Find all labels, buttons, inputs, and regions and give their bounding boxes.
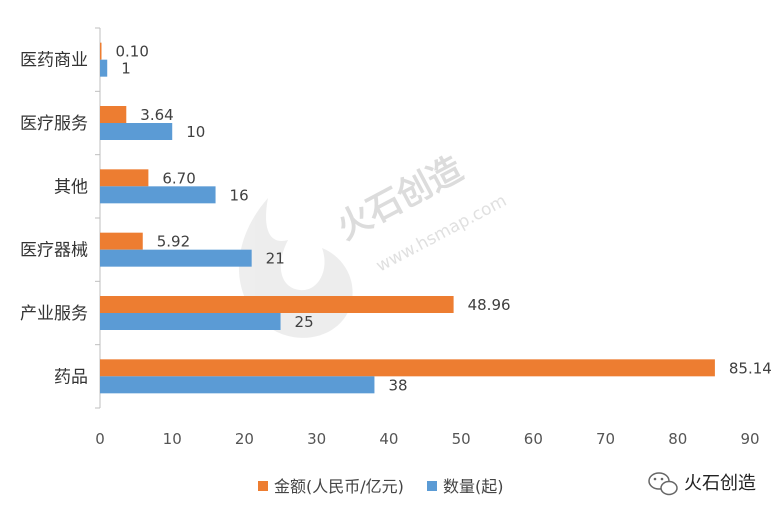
x-tick-label: 0 (95, 430, 105, 448)
bar-amount (100, 359, 715, 377)
bar-amount (100, 232, 143, 250)
axis-layer: 0 10 20 30 40 50 60 70 80 90 (95, 27, 760, 448)
data-label-amount: 48.96 (468, 296, 511, 314)
bar-count (100, 313, 281, 330)
x-tick-label: 50 (452, 430, 471, 448)
data-label-count: 21 (266, 250, 285, 268)
category-label: 其他 (54, 177, 88, 197)
data-label-count: 16 (230, 186, 249, 204)
category-label: 产业服务 (20, 304, 88, 324)
bar-amount (100, 169, 149, 187)
bar-amount (100, 42, 102, 60)
legend: 金额(人民币/亿元) 数量(起) (258, 477, 504, 496)
x-tick-label: 80 (668, 430, 687, 448)
category-label: 医药商业 (20, 51, 88, 71)
legend-label-count: 数量(起) (443, 477, 504, 496)
data-label-count: 1 (121, 60, 131, 78)
bar-amount (100, 106, 127, 123)
bar-count (100, 249, 252, 267)
bars-layer (100, 42, 715, 394)
data-label-amount: 3.64 (140, 106, 173, 124)
bar-count (100, 376, 375, 394)
data-label-amount: 0.10 (116, 43, 149, 61)
legend-label-amount: 金额(人民币/亿元) (274, 477, 404, 496)
data-label-amount: 5.92 (157, 233, 190, 251)
x-tick-label: 40 (379, 430, 398, 448)
category-label: 药品 (54, 367, 88, 387)
data-label-count: 38 (388, 376, 407, 394)
x-tick-label: 10 (163, 430, 182, 448)
x-tick-label: 30 (307, 430, 326, 448)
bar-count (100, 186, 216, 204)
bar-count (100, 123, 173, 140)
brand-text: 火石创造 (684, 473, 756, 494)
data-label-count: 10 (186, 123, 205, 141)
wechat-icon (648, 472, 678, 496)
x-tick-label: 70 (596, 430, 615, 448)
x-tick-label: 20 (235, 430, 254, 448)
category-label: 医疗器械 (20, 241, 88, 261)
data-label-amount: 6.70 (162, 169, 195, 187)
bar-amount (100, 296, 454, 313)
data-label-amount: 85.14 (729, 359, 772, 377)
legend-swatch-count (427, 481, 437, 491)
category-label: 医疗服务 (20, 114, 88, 134)
legend-swatch-amount (258, 481, 268, 491)
bar-count (100, 59, 108, 77)
labels-layer: 医药商业 0.101 医疗服务 3.64 10 其他 6.70 16 医疗器械 5.92 21 产业服… (20, 43, 772, 395)
x-tick-label: 60 (524, 430, 543, 448)
x-tick-label: 90 (740, 430, 759, 448)
brand: 火石创造 (648, 472, 756, 496)
data-label-count: 25 (295, 313, 314, 331)
